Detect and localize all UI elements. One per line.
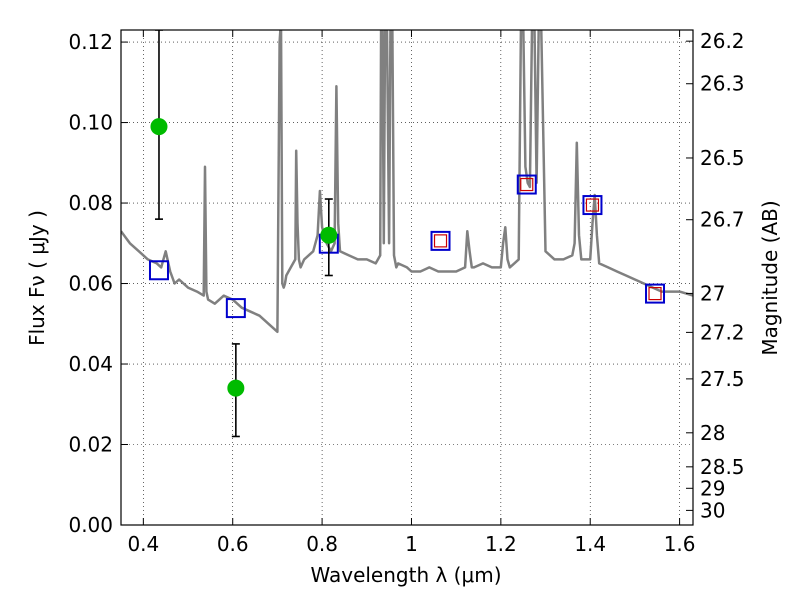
- x-axis-title: Wavelength λ (μm): [310, 563, 501, 587]
- model-photometry-inner-box: [648, 286, 662, 301]
- y-tick-label: 0.06: [68, 272, 113, 296]
- right-axis-title: Magnitude (AB): [758, 200, 782, 355]
- right-tick-label: 27.2: [700, 320, 745, 344]
- model-photometry-box: [148, 260, 169, 281]
- y-tick-label: 0.08: [68, 191, 113, 215]
- y-tick-label: 0.12: [68, 30, 113, 54]
- x-tick-label: 1.6: [664, 532, 696, 556]
- right-tick-label: 27.5: [700, 367, 745, 391]
- model-photometry-inner-box: [520, 177, 534, 192]
- observed-point: [150, 118, 168, 136]
- model-photometry-box: [516, 174, 537, 195]
- right-tick-label: 27: [700, 281, 725, 305]
- plot-area: [121, 30, 693, 438]
- right-tick-label: 26.5: [700, 146, 745, 170]
- x-tick-label: 0.8: [306, 532, 338, 556]
- x-tick-label: 0.4: [127, 532, 159, 556]
- observed-point: [227, 379, 245, 397]
- model-photometry-box: [582, 195, 603, 216]
- right-tick-label: 30: [700, 498, 725, 522]
- right-tick-label: 29: [700, 476, 725, 500]
- y-axis-ticks: 0.00 0.02 0.04 0.06 0.08 0.10 0.12: [68, 30, 128, 537]
- x-tick-label: 1.4: [574, 532, 606, 556]
- model-spectrum-line: [121, 30, 693, 334]
- y-tick-label: 0.04: [68, 352, 113, 376]
- y-tick-label: 0.00: [68, 513, 113, 537]
- y-tick-label: 0.02: [68, 433, 113, 457]
- right-tick-label: 28: [700, 421, 725, 445]
- right-tick-label: 26.3: [700, 72, 745, 96]
- right-tick-label: 26.2: [700, 29, 745, 53]
- model-photometry-inner-box: [585, 198, 600, 212]
- model-photometry-box: [225, 298, 246, 319]
- model-photometry-box: [430, 230, 451, 251]
- y-axis-title: Flux Fν ( μJy ): [25, 210, 49, 346]
- x-tick-label: 1.2: [485, 532, 517, 556]
- model-photometry-box: [645, 283, 666, 304]
- x-tick-label: 1: [405, 532, 418, 556]
- x-tick-label: 0.6: [217, 532, 249, 556]
- observed-point: [320, 226, 338, 244]
- axes-frame: [120, 29, 694, 526]
- model-photometry-inner-box: [433, 234, 448, 248]
- right-tick-label: 26.7: [700, 208, 745, 232]
- y-tick-label: 0.10: [68, 111, 113, 135]
- x-axis-ticks: 0.4 0.6 0.8 1 1.2 1.4 1.6: [127, 30, 696, 556]
- right-tick-label: 28.5: [700, 455, 745, 479]
